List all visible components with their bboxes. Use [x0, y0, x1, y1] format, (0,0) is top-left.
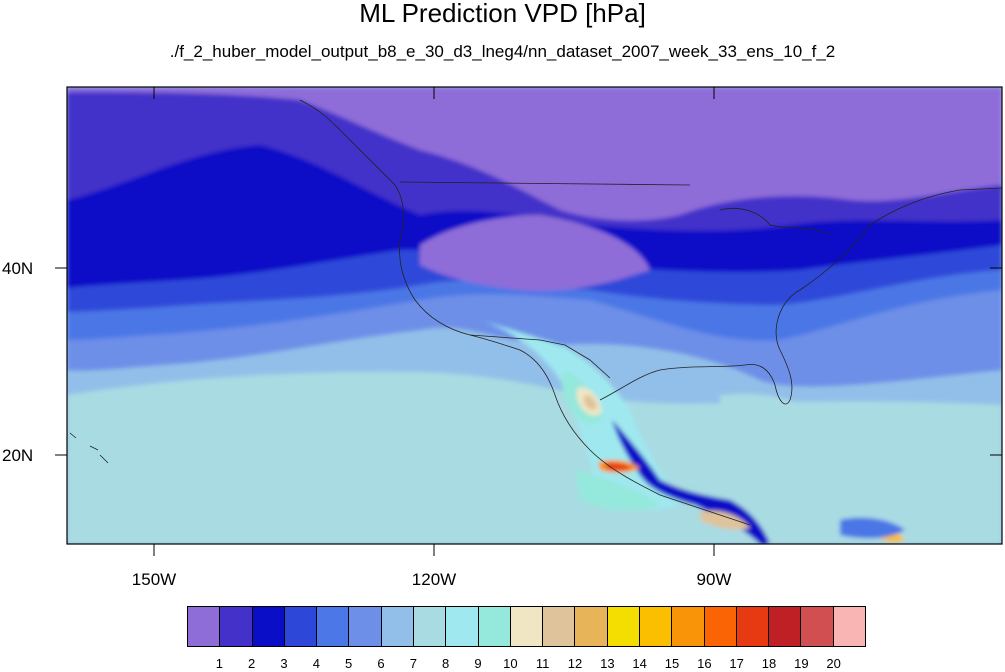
field-level-1 — [67, 87, 1002, 221]
lon-label-150w: 150W — [131, 570, 177, 589]
field-level-9b — [575, 470, 660, 511]
colorbar-swatch — [833, 607, 865, 646]
colorbar-label: 10 — [503, 656, 518, 671]
field-level-12 — [584, 394, 597, 410]
colorbar-label: 11 — [535, 656, 550, 671]
colorbar-swatch — [413, 607, 447, 646]
colorbar-swatch — [607, 607, 640, 646]
colorbar-label: 4 — [312, 656, 320, 671]
colorbar-swatch — [736, 607, 770, 646]
colorbar-label: 12 — [567, 656, 583, 671]
colorbar-label: 18 — [761, 656, 777, 671]
colorbar-swatch — [284, 607, 318, 646]
vpd-map — [55, 86, 1003, 556]
lon-label-90w: 90W — [696, 570, 732, 589]
lat-label-20n: 20N — [2, 446, 34, 465]
hawaii-islands — [69, 432, 109, 464]
colorbar-label: 3 — [280, 656, 288, 671]
colorbar-label: 6 — [377, 656, 385, 671]
colorbar-label: 16 — [697, 656, 712, 671]
colorbar-label: 5 — [345, 656, 353, 671]
colorbar-label: 20 — [826, 656, 841, 671]
great-lakes — [719, 208, 831, 236]
colorbar-swatch — [575, 607, 608, 646]
colorbar-swatch — [639, 607, 673, 646]
colorbar-label: 17 — [729, 656, 744, 671]
field-level-5-carib — [840, 517, 905, 539]
colorbar-label: 13 — [600, 656, 615, 671]
coastline-gulf — [599, 187, 1002, 405]
colorbar — [187, 606, 866, 647]
colorbar-swatch — [381, 607, 414, 646]
colorbar-swatch — [478, 607, 511, 646]
colorbar-swatch — [317, 607, 350, 646]
chart-subtitle: ./f_2_huber_model_output_b8_e_30_d3_lneg… — [169, 42, 836, 61]
field-level-3-mex — [612, 420, 770, 544]
lat-label-40n: 40N — [2, 259, 34, 278]
colorbar-swatch — [446, 607, 479, 646]
colorbar-swatch — [801, 607, 834, 646]
colorbar-swatch — [769, 607, 802, 646]
colorbar-label: 1 — [215, 656, 223, 671]
field-level-1-west — [420, 215, 650, 291]
colorbar-label: 2 — [248, 656, 256, 671]
lon-label-120w: 120W — [411, 570, 457, 589]
colorbar-label: 14 — [632, 656, 647, 671]
plot-frame — [66, 86, 1003, 545]
field-level-12b — [700, 510, 750, 530]
colorbar-swatch — [252, 607, 285, 646]
colorbar-label: 15 — [664, 656, 680, 671]
border-us-canada — [399, 181, 691, 186]
colorbar-label: 19 — [794, 656, 809, 671]
colorbar-swatch — [188, 607, 221, 646]
chart-title: ML Prediction VPD [hPa] — [359, 0, 646, 28]
colorbar-label: 7 — [409, 656, 417, 671]
colorbar-swatch — [543, 607, 576, 646]
colorbar-label: 9 — [474, 656, 482, 671]
colorbar-swatch — [672, 607, 705, 646]
colorbar-swatch — [220, 607, 253, 646]
field-level-8-carib — [719, 393, 830, 447]
border-us-mexico — [469, 334, 611, 379]
colorbar-swatch — [704, 607, 737, 646]
colorbar-swatch — [510, 607, 544, 646]
colorbar-label: 8 — [442, 656, 450, 671]
colorbar-swatch — [349, 607, 382, 646]
